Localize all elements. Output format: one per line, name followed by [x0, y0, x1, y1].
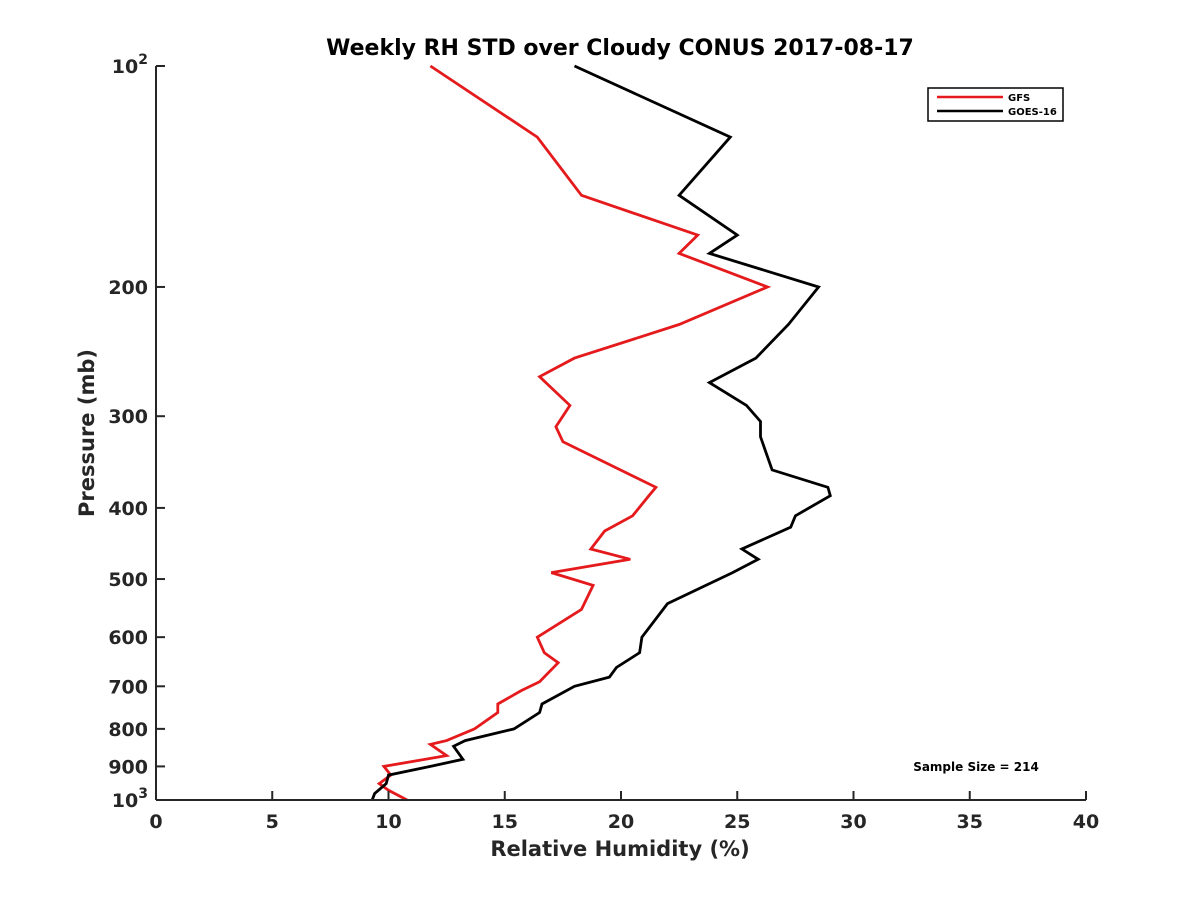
y-tick-label: 400	[108, 498, 148, 520]
x-tick-label: 30	[840, 811, 866, 833]
y-tick-label: 300	[108, 406, 148, 428]
y-tick-label: 103	[112, 786, 148, 812]
y-tick-label: 800	[108, 719, 148, 741]
x-axis-label: Relative Humidity (%)	[490, 837, 749, 861]
x-tick-label: 20	[608, 811, 634, 833]
sample-size-annotation: Sample Size = 214	[913, 760, 1039, 774]
axes-group: 0 5 10 15 20 25 30 35 40 102 200 300 400 500 600 700 800…	[108, 52, 1099, 833]
y-axis-label: Pressure (mb)	[75, 349, 99, 517]
y-tick-label: 700	[108, 676, 148, 698]
x-tick-label: 25	[724, 811, 750, 833]
x-tick-label: 35	[957, 811, 983, 833]
series-line-gfs	[376, 64, 772, 802]
y-tick-label: 102	[112, 52, 148, 78]
y-tick-label: 200	[108, 277, 148, 299]
x-tick-label: 40	[1073, 811, 1099, 833]
x-tick-label: 0	[149, 811, 162, 833]
chart-title: Weekly RH STD over Cloudy CONUS 2017-08-…	[326, 36, 914, 61]
legend-goes16-label: GOES-16	[1008, 107, 1057, 118]
y-tick-label: 600	[108, 627, 148, 649]
plot-series-group	[370, 64, 832, 802]
legend: GFS GOES-16	[927, 87, 1064, 122]
y-tick-label: 900	[108, 756, 148, 778]
legend-box	[927, 87, 1064, 122]
x-tick-label: 5	[266, 811, 279, 833]
y-tick-label: 500	[108, 569, 148, 591]
series-line-goes-16	[370, 64, 832, 801]
x-tick-label: 10	[375, 811, 401, 833]
x-tick-label: 15	[492, 811, 518, 833]
legend-gfs-label: GFS	[1008, 93, 1030, 104]
